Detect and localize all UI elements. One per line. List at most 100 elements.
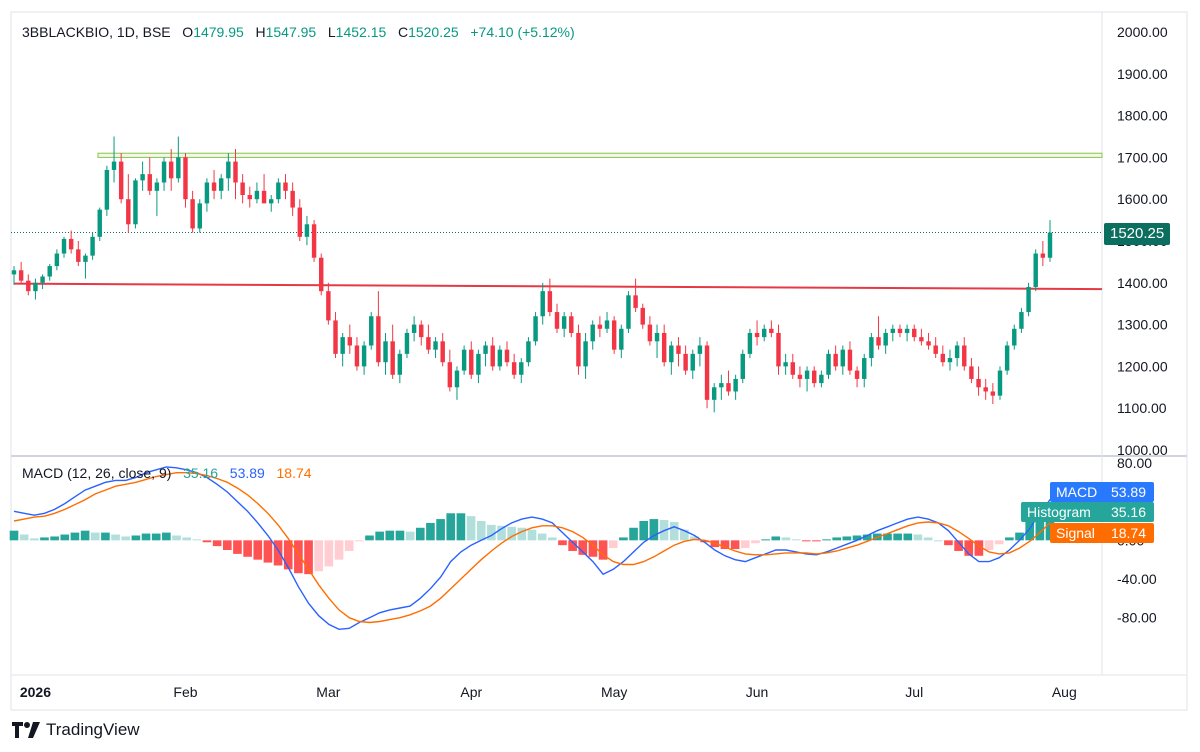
tradingview-logo[interactable]: TradingView	[12, 720, 140, 740]
candle-body	[626, 295, 631, 329]
candle-body	[33, 282, 38, 292]
candle-body	[261, 190, 267, 204]
candle-body	[226, 161, 231, 179]
histogram-bar	[923, 537, 933, 541]
candle-body	[683, 353, 688, 371]
candle-body	[826, 353, 831, 375]
candle-body	[733, 378, 738, 392]
candle-body	[76, 249, 81, 262]
histogram-bar	[761, 539, 770, 541]
candle-body	[561, 316, 567, 329]
candle-body	[426, 337, 431, 350]
price-tick-label: 1300.00	[1117, 317, 1168, 333]
histogram-bar	[456, 513, 466, 541]
candle-body	[969, 366, 974, 379]
candle-body	[90, 236, 95, 256]
histogram-bar	[588, 540, 598, 557]
candle-body	[476, 353, 481, 375]
candle-body	[661, 332, 667, 363]
histogram-bar	[466, 516, 476, 541]
histogram-bar	[913, 534, 923, 541]
open-label: O	[182, 24, 194, 40]
price-tick-label: 1400.00	[1117, 275, 1168, 291]
histogram-bar	[90, 532, 100, 541]
histogram-bar	[537, 533, 547, 541]
candle-body	[740, 353, 745, 379]
candle-body	[804, 370, 810, 379]
candle-body	[1026, 286, 1031, 313]
candle-body	[533, 316, 538, 342]
candle-body	[354, 345, 360, 367]
candle-body	[1047, 232, 1053, 258]
histogram-bar	[862, 534, 872, 541]
candle-body	[433, 341, 438, 350]
candle-body	[326, 291, 331, 321]
histogram-bar	[700, 540, 709, 543]
histogram-bar	[202, 540, 212, 543]
candle-body	[540, 291, 545, 317]
histogram-bar	[842, 536, 852, 541]
histogram-bar	[243, 540, 252, 557]
macd-indicator-name: MACD (12, 26, close, 9)	[22, 465, 172, 481]
open-value: 1479.95	[193, 24, 244, 40]
candle-body	[369, 316, 374, 346]
time-tick-label: Mar	[316, 684, 340, 700]
candle-body	[840, 349, 846, 367]
candle-body	[597, 324, 603, 329]
candle-body	[983, 387, 988, 392]
candle-body	[340, 337, 345, 354]
candle-body	[218, 178, 224, 191]
candle-body	[111, 161, 117, 170]
candle-body	[447, 362, 453, 388]
histogram-bar	[720, 540, 730, 550]
time-tick-label: Feb	[173, 684, 197, 700]
macd-line	[13, 466, 1061, 631]
candle-body	[47, 266, 52, 277]
candle-body	[311, 224, 317, 258]
candle-body	[190, 199, 195, 229]
brand-name: TradingView	[46, 720, 140, 739]
candle-body	[1040, 253, 1046, 258]
candle-body	[511, 362, 517, 375]
price-tick-label: 1000.00	[1117, 442, 1168, 458]
candle-body	[1012, 328, 1017, 346]
candle-body	[526, 341, 531, 363]
candle-body	[11, 270, 17, 275]
candle-body	[183, 157, 188, 200]
resistance-band	[97, 152, 1103, 158]
candle-body	[997, 370, 1003, 396]
candle-body	[168, 161, 174, 179]
candle-body	[862, 358, 867, 379]
candle-body	[633, 295, 638, 308]
histogram-bar	[964, 540, 974, 556]
candle-body	[161, 161, 167, 183]
histogram-bar	[578, 540, 588, 555]
macd-legend-signal: 18.74	[276, 465, 312, 481]
histogram-bar	[324, 540, 334, 567]
histogram-bar	[1015, 532, 1024, 541]
histogram-bar	[212, 540, 222, 547]
histogram-bar	[222, 540, 232, 550]
histogram-bar	[954, 540, 963, 551]
histogram-bar	[507, 526, 517, 541]
candle-body	[68, 238, 74, 250]
candle-body	[654, 332, 660, 342]
histogram-bar	[365, 535, 374, 541]
candle-body	[726, 383, 731, 392]
histogram-bar	[375, 531, 384, 541]
price-tick-label: 1700.00	[1117, 149, 1168, 165]
histogram-bar	[131, 535, 141, 541]
candle-body	[133, 180, 138, 225]
histogram-bar	[334, 540, 344, 560]
histogram-bar	[162, 532, 171, 541]
candle-body	[669, 345, 674, 363]
candle-body	[747, 332, 753, 354]
histogram-bar	[192, 539, 202, 541]
candle-body	[454, 370, 460, 388]
candle-body	[769, 328, 774, 333]
histogram-bar	[19, 534, 29, 541]
support-trend-line	[13, 282, 1103, 291]
candle-body	[397, 353, 403, 375]
high-label: H	[255, 24, 266, 40]
